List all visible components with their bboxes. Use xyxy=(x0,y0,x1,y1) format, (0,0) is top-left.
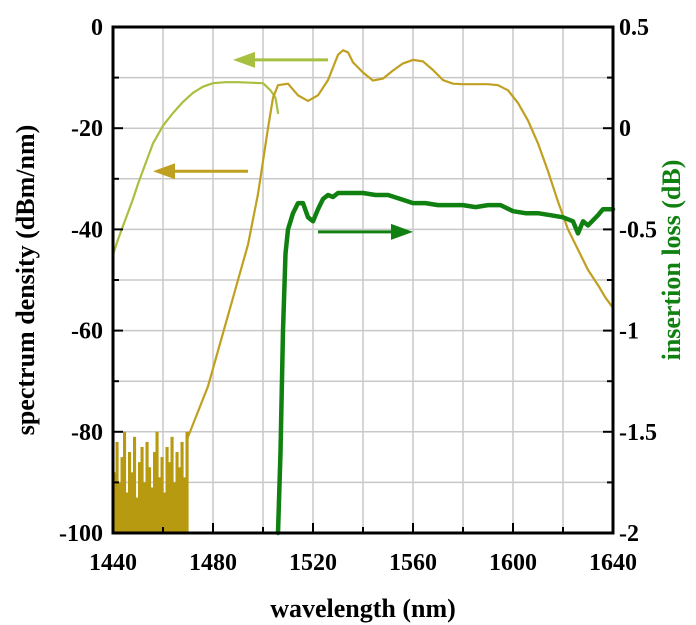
noise-bar xyxy=(143,482,147,533)
noise-bar xyxy=(158,477,162,533)
y2-tick-label: -1 xyxy=(619,319,639,345)
y-axis-title: spectrum density (dBm/nm) xyxy=(11,125,40,436)
noise-bar xyxy=(128,452,132,533)
x-tick-label: 1480 xyxy=(189,550,237,576)
noise-bar xyxy=(133,436,137,533)
x-tick-label: 1600 xyxy=(489,550,537,576)
y2-axis-title: insertion loss (dB) xyxy=(657,160,686,361)
x-tick-label: 1640 xyxy=(589,550,637,576)
noise-bar xyxy=(150,487,154,533)
noise-bar xyxy=(153,452,157,533)
noise-bar xyxy=(160,457,164,533)
y-tick-label: -100 xyxy=(59,521,103,547)
noise-bar xyxy=(170,436,174,533)
noise-bar xyxy=(178,467,182,533)
noise-bar xyxy=(163,492,167,533)
noise-bar xyxy=(135,497,139,533)
y2-tick-label: 0 xyxy=(619,116,631,142)
series-line-1 xyxy=(186,49,615,438)
noise-bar xyxy=(165,446,169,533)
y2-tick-label: -1.5 xyxy=(619,420,657,446)
noise-bar xyxy=(130,472,134,533)
x-tick-label: 1560 xyxy=(389,550,437,576)
y-tick-label: -80 xyxy=(71,420,103,446)
x-tick-label: 1520 xyxy=(289,550,337,576)
noise-bar xyxy=(173,482,177,533)
noise-bar xyxy=(123,431,127,533)
arrow-head-2 xyxy=(391,223,413,240)
noise-bar xyxy=(148,467,152,533)
noise-bar xyxy=(155,431,159,533)
y-tick-label: -40 xyxy=(71,217,103,243)
noise-bar xyxy=(180,441,184,533)
x-axis-title: wavelength (nm) xyxy=(270,594,456,623)
y-tick-label: -20 xyxy=(71,116,103,142)
noise-bar xyxy=(120,457,124,533)
y2-tick-label: -0.5 xyxy=(619,217,657,243)
noise-bar xyxy=(113,472,117,533)
grid xyxy=(113,27,613,533)
arrow-head-0 xyxy=(233,51,255,68)
y2-tick-label: 0.5 xyxy=(619,15,649,41)
ticks xyxy=(112,26,614,534)
noise-floor-series xyxy=(113,431,189,533)
x-tick-label: 1440 xyxy=(89,550,137,576)
noise-bar xyxy=(118,482,122,533)
y-tick-label: -60 xyxy=(71,319,103,345)
annotation-arrows xyxy=(153,51,413,240)
noise-bar xyxy=(183,477,187,533)
noise-bar xyxy=(185,431,189,533)
noise-bar xyxy=(115,441,119,533)
noise-bar xyxy=(168,462,172,533)
noise-bar xyxy=(125,492,129,533)
noise-bar xyxy=(138,462,142,533)
noise-bar xyxy=(145,441,149,533)
series-group xyxy=(111,49,616,536)
series-line-3 xyxy=(275,190,616,536)
noise-bar xyxy=(140,446,144,533)
y-tick-label: 0 xyxy=(91,15,103,41)
y2-tick-label: -2 xyxy=(619,521,639,547)
tick-labels: 1440 1480 1520 1560 1600 16400-20-40-60-80-10… xyxy=(59,15,657,576)
arrow-head-1 xyxy=(153,163,175,180)
series-line-0 xyxy=(111,81,280,256)
noise-bar xyxy=(175,452,179,533)
